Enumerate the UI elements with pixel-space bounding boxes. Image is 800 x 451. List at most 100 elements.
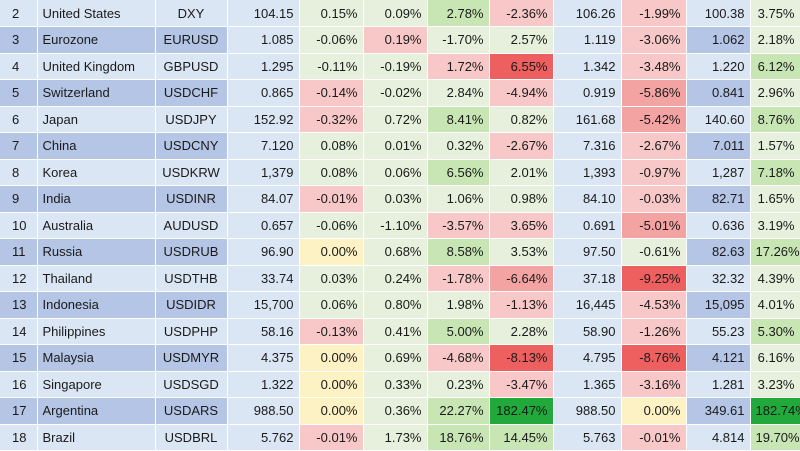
high-52w-cell: 0.919 — [553, 79, 622, 107]
change-1w-cell: 0.33% — [363, 371, 428, 398]
table-row[interactable]: 11 Russia USDRUB 96.90 0.00% 0.68% 8.58% 3.53% 9… — [0, 238, 800, 266]
change-ytd-cell: 0.32% — [427, 132, 490, 160]
off-high-cell: -3.16% — [621, 371, 687, 398]
table-row[interactable]: 18 Brazil USDBRL 5.762 -0.01% 1.73% 18.76% 14.4… — [0, 424, 800, 451]
high-52w-cell: 1.119 — [553, 26, 622, 54]
change-1y-cell: -1.13% — [489, 291, 554, 319]
change-1w-cell: 0.09% — [363, 0, 428, 27]
ticker-symbol-cell: USDKRW — [155, 159, 228, 186]
table-row[interactable]: 10 Australia AUDUSD 0.657 -0.06% -1.10% -3.57%… — [0, 212, 800, 239]
low-52w-cell: 0.841 — [686, 79, 751, 107]
change-1d-cell: -0.06% — [299, 26, 364, 54]
country-name-cell: China — [37, 132, 156, 160]
country-name-cell: Eurozone — [37, 26, 156, 54]
change-1d-cell: -0.01% — [299, 185, 364, 213]
country-name-cell: Australia — [37, 212, 156, 239]
country-name-cell: Japan — [37, 106, 156, 133]
change-1d-cell: 0.08% — [299, 159, 364, 186]
low-52w-cell: 82.63 — [686, 238, 751, 266]
table-row[interactable]: 7 China USDCNY 7.120 0.08% 0.01% 0.32% -2.67% 7.… — [0, 132, 800, 160]
low-52w-cell: 32.32 — [686, 265, 751, 292]
high-52w-cell: 1.365 — [553, 371, 622, 398]
change-1d-cell: 0.00% — [299, 371, 364, 398]
change-ytd-cell: -3.57% — [427, 212, 490, 239]
change-1w-cell: 0.41% — [363, 318, 428, 345]
change-1d-cell: -0.11% — [299, 53, 364, 80]
change-1y-cell: -3.47% — [489, 371, 554, 398]
high-52w-cell: 7.316 — [553, 132, 622, 160]
table-row[interactable]: 8 Korea USDKRW 1,379 0.08% 0.06% 6.56% 2.01% 1,3… — [0, 159, 800, 186]
row-index-cell: 18 — [0, 424, 38, 451]
ticker-symbol-cell: USDIDR — [155, 291, 228, 319]
change-1w-cell: 0.72% — [363, 106, 428, 133]
off-high-cell: -0.03% — [621, 185, 687, 213]
ticker-symbol-cell: USDINR — [155, 185, 228, 213]
spot-rate-cell: 1.295 — [227, 53, 300, 80]
off-high-cell: -5.01% — [621, 212, 687, 239]
table-row[interactable]: 4 United Kingdom GBPUSD 1.295 -0.11% -0.19% 1.… — [0, 53, 800, 80]
change-1w-cell: 0.19% — [363, 26, 428, 54]
table-row[interactable]: 12 Thailand USDTHB 33.74 0.03% 0.24% -1.78% -6.… — [0, 265, 800, 292]
table-row[interactable]: 13 Indonesia USDIDR 15,700 0.06% 0.80% 1.98% -1… — [0, 291, 800, 319]
change-1y-cell: 2.57% — [489, 26, 554, 54]
change-1w-cell: 0.24% — [363, 265, 428, 292]
country-name-cell: Indonesia — [37, 291, 156, 319]
off-high-cell: -1.99% — [621, 0, 687, 27]
spot-rate-cell: 15,700 — [227, 291, 300, 319]
table-row[interactable]: 6 Japan USDJPY 152.92 -0.32% 0.72% 8.41% 0.82% 1… — [0, 106, 800, 133]
country-name-cell: Russia — [37, 238, 156, 266]
spot-rate-cell: 104.15 — [227, 0, 300, 27]
country-name-cell: Philippines — [37, 318, 156, 345]
table-row[interactable]: 5 Switzerland USDCHF 0.865 -0.14% -0.02% 2.84%… — [0, 79, 800, 107]
change-ytd-cell: 8.58% — [427, 238, 490, 266]
change-ytd-cell: 1.98% — [427, 291, 490, 319]
row-index-cell: 14 — [0, 318, 38, 345]
change-ytd-cell: 6.56% — [427, 159, 490, 186]
high-52w-cell: 58.90 — [553, 318, 622, 345]
low-52w-cell: 4.814 — [686, 424, 751, 451]
table-row[interactable]: 2 United States DXY 104.15 0.15% 0.09% 2.78% -2… — [0, 0, 800, 27]
row-index-cell: 9 — [0, 185, 38, 213]
row-index-cell: 10 — [0, 212, 38, 239]
ticker-symbol-cell: AUDUSD — [155, 212, 228, 239]
change-1d-cell: 0.00% — [299, 238, 364, 266]
high-52w-cell: 1.342 — [553, 53, 622, 80]
spot-rate-cell: 84.07 — [227, 185, 300, 213]
low-52w-cell: 1.220 — [686, 53, 751, 80]
row-index-cell: 15 — [0, 344, 38, 372]
spot-rate-cell: 58.16 — [227, 318, 300, 345]
table-row[interactable]: 16 Singapore USDSGD 1.322 0.00% 0.33% 0.23% -3.… — [0, 371, 800, 398]
ticker-symbol-cell: GBPUSD — [155, 53, 228, 80]
change-1d-cell: -0.14% — [299, 79, 364, 107]
low-52w-cell: 7.011 — [686, 132, 751, 160]
ticker-symbol-cell: USDARS — [155, 397, 228, 425]
change-1y-cell: -4.94% — [489, 79, 554, 107]
change-1y-cell: 182.47% — [489, 397, 554, 425]
change-ytd-cell: 22.27% — [427, 397, 490, 425]
table-row[interactable]: 9 India USDINR 84.07 -0.01% 0.03% 1.06% 0.98% 84… — [0, 185, 800, 213]
ticker-symbol-cell: USDBRL — [155, 424, 228, 451]
table-row[interactable]: 15 Malaysia USDMYR 4.375 0.00% 0.69% -4.68% -8.… — [0, 344, 800, 372]
change-1w-cell: 0.03% — [363, 185, 428, 213]
above-low-cell: 4.39% — [750, 265, 800, 292]
change-ytd-cell: -1.78% — [427, 265, 490, 292]
row-index-cell: 6 — [0, 106, 38, 133]
spot-rate-cell: 988.50 — [227, 397, 300, 425]
change-1w-cell: 0.69% — [363, 344, 428, 372]
change-ytd-cell: 5.00% — [427, 318, 490, 345]
country-name-cell: India — [37, 185, 156, 213]
change-1d-cell: -0.01% — [299, 424, 364, 451]
country-name-cell: Malaysia — [37, 344, 156, 372]
off-high-cell: -8.76% — [621, 344, 687, 372]
spot-rate-cell: 1.085 — [227, 26, 300, 54]
spot-rate-cell: 33.74 — [227, 265, 300, 292]
above-low-cell: 2.18% — [750, 26, 800, 54]
high-52w-cell: 1,393 — [553, 159, 622, 186]
table-row[interactable]: 14 Philippines USDPHP 58.16 -0.13% 0.41% 5.00%… — [0, 318, 800, 345]
table-row[interactable]: 3 Eurozone EURUSD 1.085 -0.06% 0.19% -1.70% 2.5… — [0, 26, 800, 54]
table-row[interactable]: 17 Argentina USDARS 988.50 0.00% 0.36% 22.27% 1… — [0, 397, 800, 425]
country-name-cell: United Kingdom — [37, 53, 156, 80]
ticker-symbol-cell: USDMYR — [155, 344, 228, 372]
high-52w-cell: 16,445 — [553, 291, 622, 319]
